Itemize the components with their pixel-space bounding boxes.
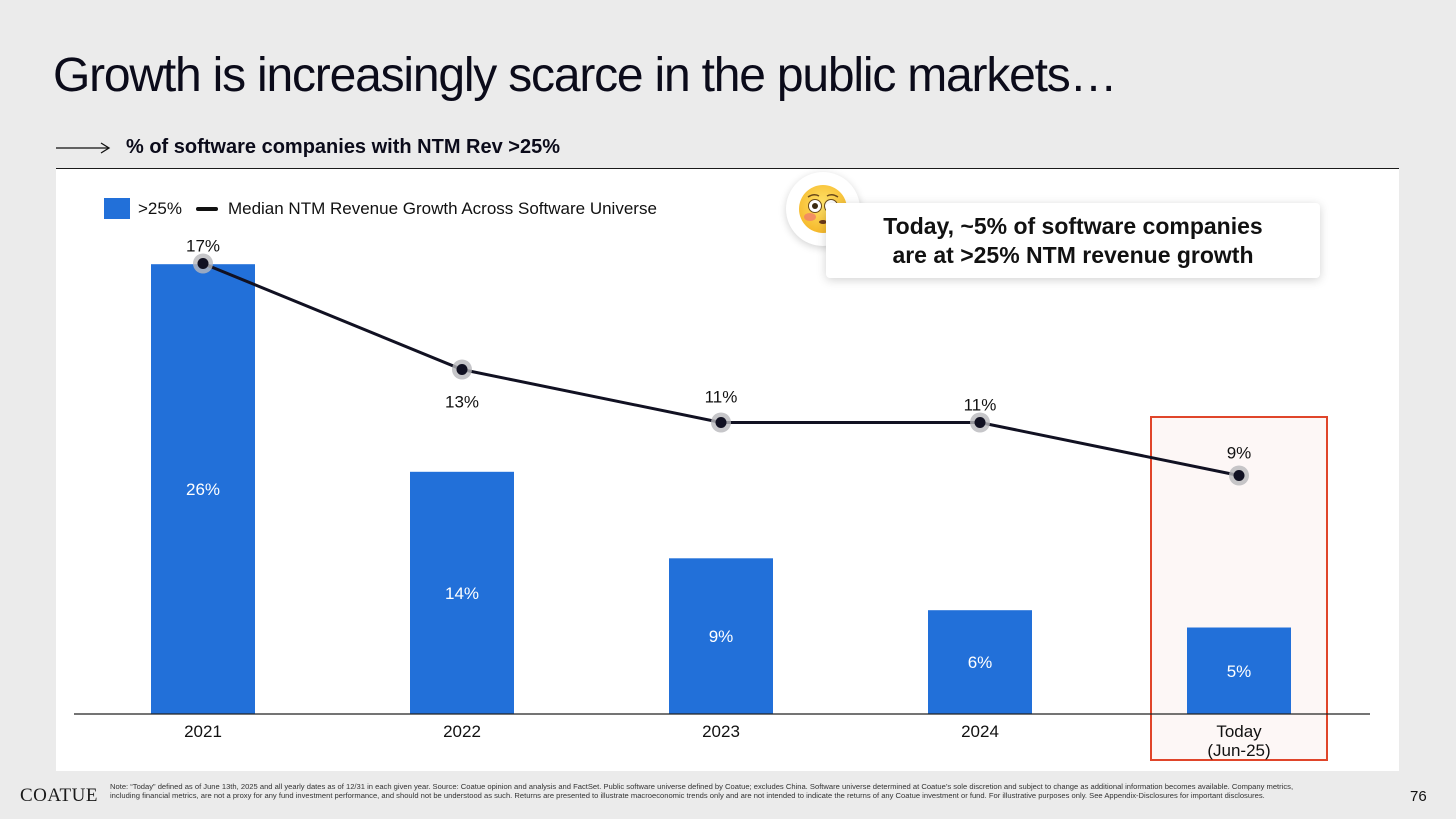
line-value-label: 17%: [186, 237, 220, 256]
x-tick-label: Today: [1216, 722, 1262, 741]
bar: [928, 610, 1032, 714]
line-point: [1233, 470, 1245, 481]
line-point: [197, 258, 209, 269]
bar-value-label: 9%: [709, 627, 734, 646]
page-title: Growth is increasingly scarce in the pub…: [53, 49, 1118, 102]
bar-value-label: 26%: [186, 480, 220, 499]
legend-bar-label: >25%: [138, 198, 182, 218]
x-tick-label: 2022: [443, 722, 481, 741]
line-value-label: 11%: [705, 388, 738, 407]
arrow-right-icon: [56, 141, 111, 154]
line-value-label: 11%: [964, 396, 997, 415]
callout-line-2: are at >25% NTM revenue growth: [892, 241, 1254, 268]
line-point: [456, 364, 468, 375]
x-tick-label: 2023: [702, 722, 740, 741]
company-logo: COATUE: [20, 785, 98, 806]
divider: [56, 168, 1399, 169]
line-series: [202, 262, 1240, 477]
chart-legend: >25% Median NTM Revenue Growth Across So…: [104, 198, 657, 219]
legend-line-label: Median NTM Revenue Growth Across Softwar…: [227, 198, 657, 218]
bar-value-label: 6%: [968, 653, 993, 672]
line-point: [974, 417, 986, 428]
callout-line-1: Today, ~5% of software companies: [883, 212, 1263, 239]
callout-box: Today, ~5% of software companies are at …: [826, 203, 1320, 278]
line-value-label: 9%: [1227, 444, 1252, 463]
x-tick-label: 2021: [184, 722, 222, 741]
bar-value-label: 14%: [445, 584, 479, 603]
subheader: % of software companies with NTM Rev >25…: [56, 136, 560, 159]
x-tick-label: 2024: [961, 722, 999, 741]
bar: [410, 471, 514, 714]
bar: [669, 558, 773, 714]
bar-value-label: 5%: [1227, 662, 1252, 681]
legend-bar-swatch: [104, 198, 130, 219]
line-point: [715, 417, 727, 428]
x-tick-label: (Jun-25): [1207, 741, 1270, 760]
bar: [1187, 627, 1291, 714]
line-value-label: 13%: [445, 393, 479, 412]
legend-line-swatch: [195, 206, 218, 211]
page-number: 76: [1410, 788, 1427, 805]
footnote: Note: “Today” defined as of June 13th, 2…: [110, 782, 1294, 800]
chart-subtitle: % of software companies with NTM Rev >25…: [126, 136, 560, 158]
bar: [151, 264, 255, 714]
